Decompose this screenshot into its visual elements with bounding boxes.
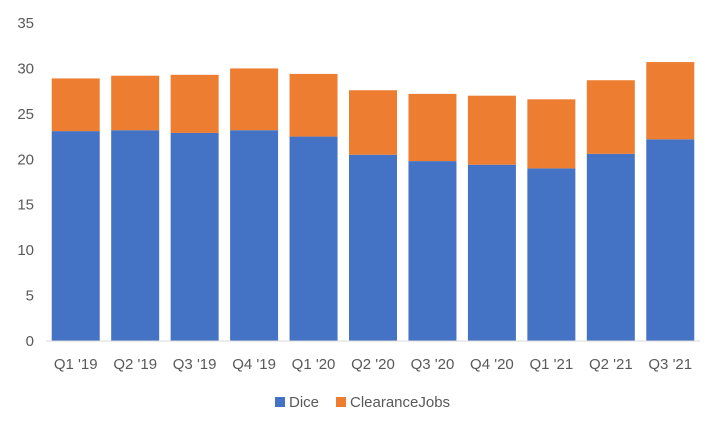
- bar-clearancejobs-10: [646, 62, 695, 140]
- bar-clearancejobs-8: [527, 99, 576, 169]
- y-tick-label: 25: [17, 106, 34, 123]
- bar-clearancejobs-5: [349, 90, 397, 155]
- bar-dice-2: [170, 132, 219, 341]
- x-tick-label: Q1 '21: [529, 356, 573, 373]
- x-tick-label: Q4 '19: [232, 356, 276, 373]
- legend-swatch-clearancejobs: [336, 397, 346, 407]
- bar-dice-1: [111, 130, 160, 341]
- legend-swatch-dice: [275, 397, 285, 407]
- bar-clearancejobs-3: [230, 68, 279, 131]
- bar-dice-10: [646, 139, 695, 341]
- bar-clearancejobs-2: [170, 74, 219, 133]
- bar-dice-4: [289, 136, 338, 341]
- x-tick-label: Q1 '20: [292, 356, 336, 373]
- y-tick-label: 20: [17, 151, 34, 168]
- x-tick-label: Q1 '19: [54, 356, 98, 373]
- x-tick-label: Q3 '21: [648, 356, 692, 373]
- legend-label: ClearanceJobs: [350, 394, 450, 411]
- bar-clearancejobs-4: [289, 73, 338, 137]
- bar-dice-6: [408, 161, 457, 341]
- bar-dice-0: [51, 131, 100, 341]
- bar-dice-3: [230, 130, 279, 341]
- bar-dice-5: [349, 154, 397, 341]
- y-axis: 0 5 10 15 20 25 30 35: [17, 15, 34, 350]
- x-axis: Q1 '19 Q2 '19 Q3 '19 Q4 '19 Q1 '20 Q2 '20 Q3 '…: [54, 356, 692, 373]
- y-tick-label: 5: [26, 288, 34, 305]
- x-tick-label: Q4 '20: [470, 356, 514, 373]
- y-tick-label: 10: [17, 242, 34, 259]
- y-tick-label: 30: [17, 60, 34, 77]
- bar-dice-9: [586, 153, 635, 341]
- x-tick-label: Q3 '20: [411, 356, 455, 373]
- bar-clearancejobs-6: [408, 93, 457, 162]
- bars: [51, 62, 695, 341]
- y-tick-label: 0: [26, 333, 34, 350]
- legend: Dice ClearanceJobs: [275, 394, 450, 411]
- x-tick-label: Q2 '20: [351, 356, 395, 373]
- x-tick-label: Q2 '21: [589, 356, 633, 373]
- y-tick-label: 15: [17, 197, 34, 214]
- bar-dice-8: [527, 168, 576, 341]
- bar-clearancejobs-0: [51, 78, 100, 132]
- bar-clearancejobs-1: [111, 75, 160, 131]
- x-tick-label: Q2 '19: [113, 356, 157, 373]
- bar-clearancejobs-9: [586, 80, 635, 154]
- bar-clearancejobs-7: [467, 95, 516, 165]
- y-tick-label: 35: [17, 15, 34, 32]
- x-tick-label: Q3 '19: [173, 356, 217, 373]
- bar-dice-7: [467, 164, 516, 341]
- legend-label: Dice: [289, 394, 319, 411]
